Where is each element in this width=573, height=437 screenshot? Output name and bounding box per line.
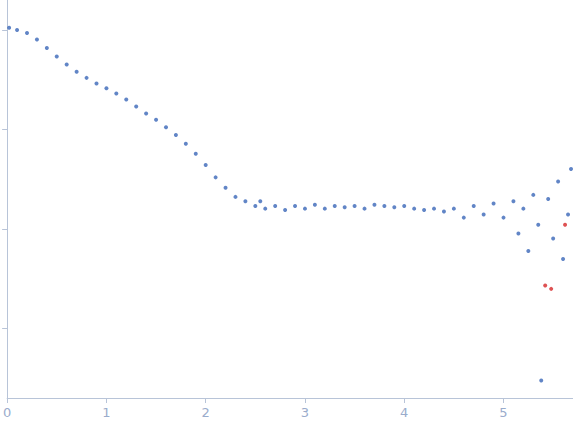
svg-text:5: 5: [499, 405, 507, 420]
svg-text:1: 1: [102, 405, 110, 420]
svg-text:2: 2: [202, 405, 210, 420]
svg-text:3: 3: [301, 405, 309, 420]
svg-text:0: 0: [3, 405, 11, 420]
svg-text:4: 4: [400, 405, 408, 420]
